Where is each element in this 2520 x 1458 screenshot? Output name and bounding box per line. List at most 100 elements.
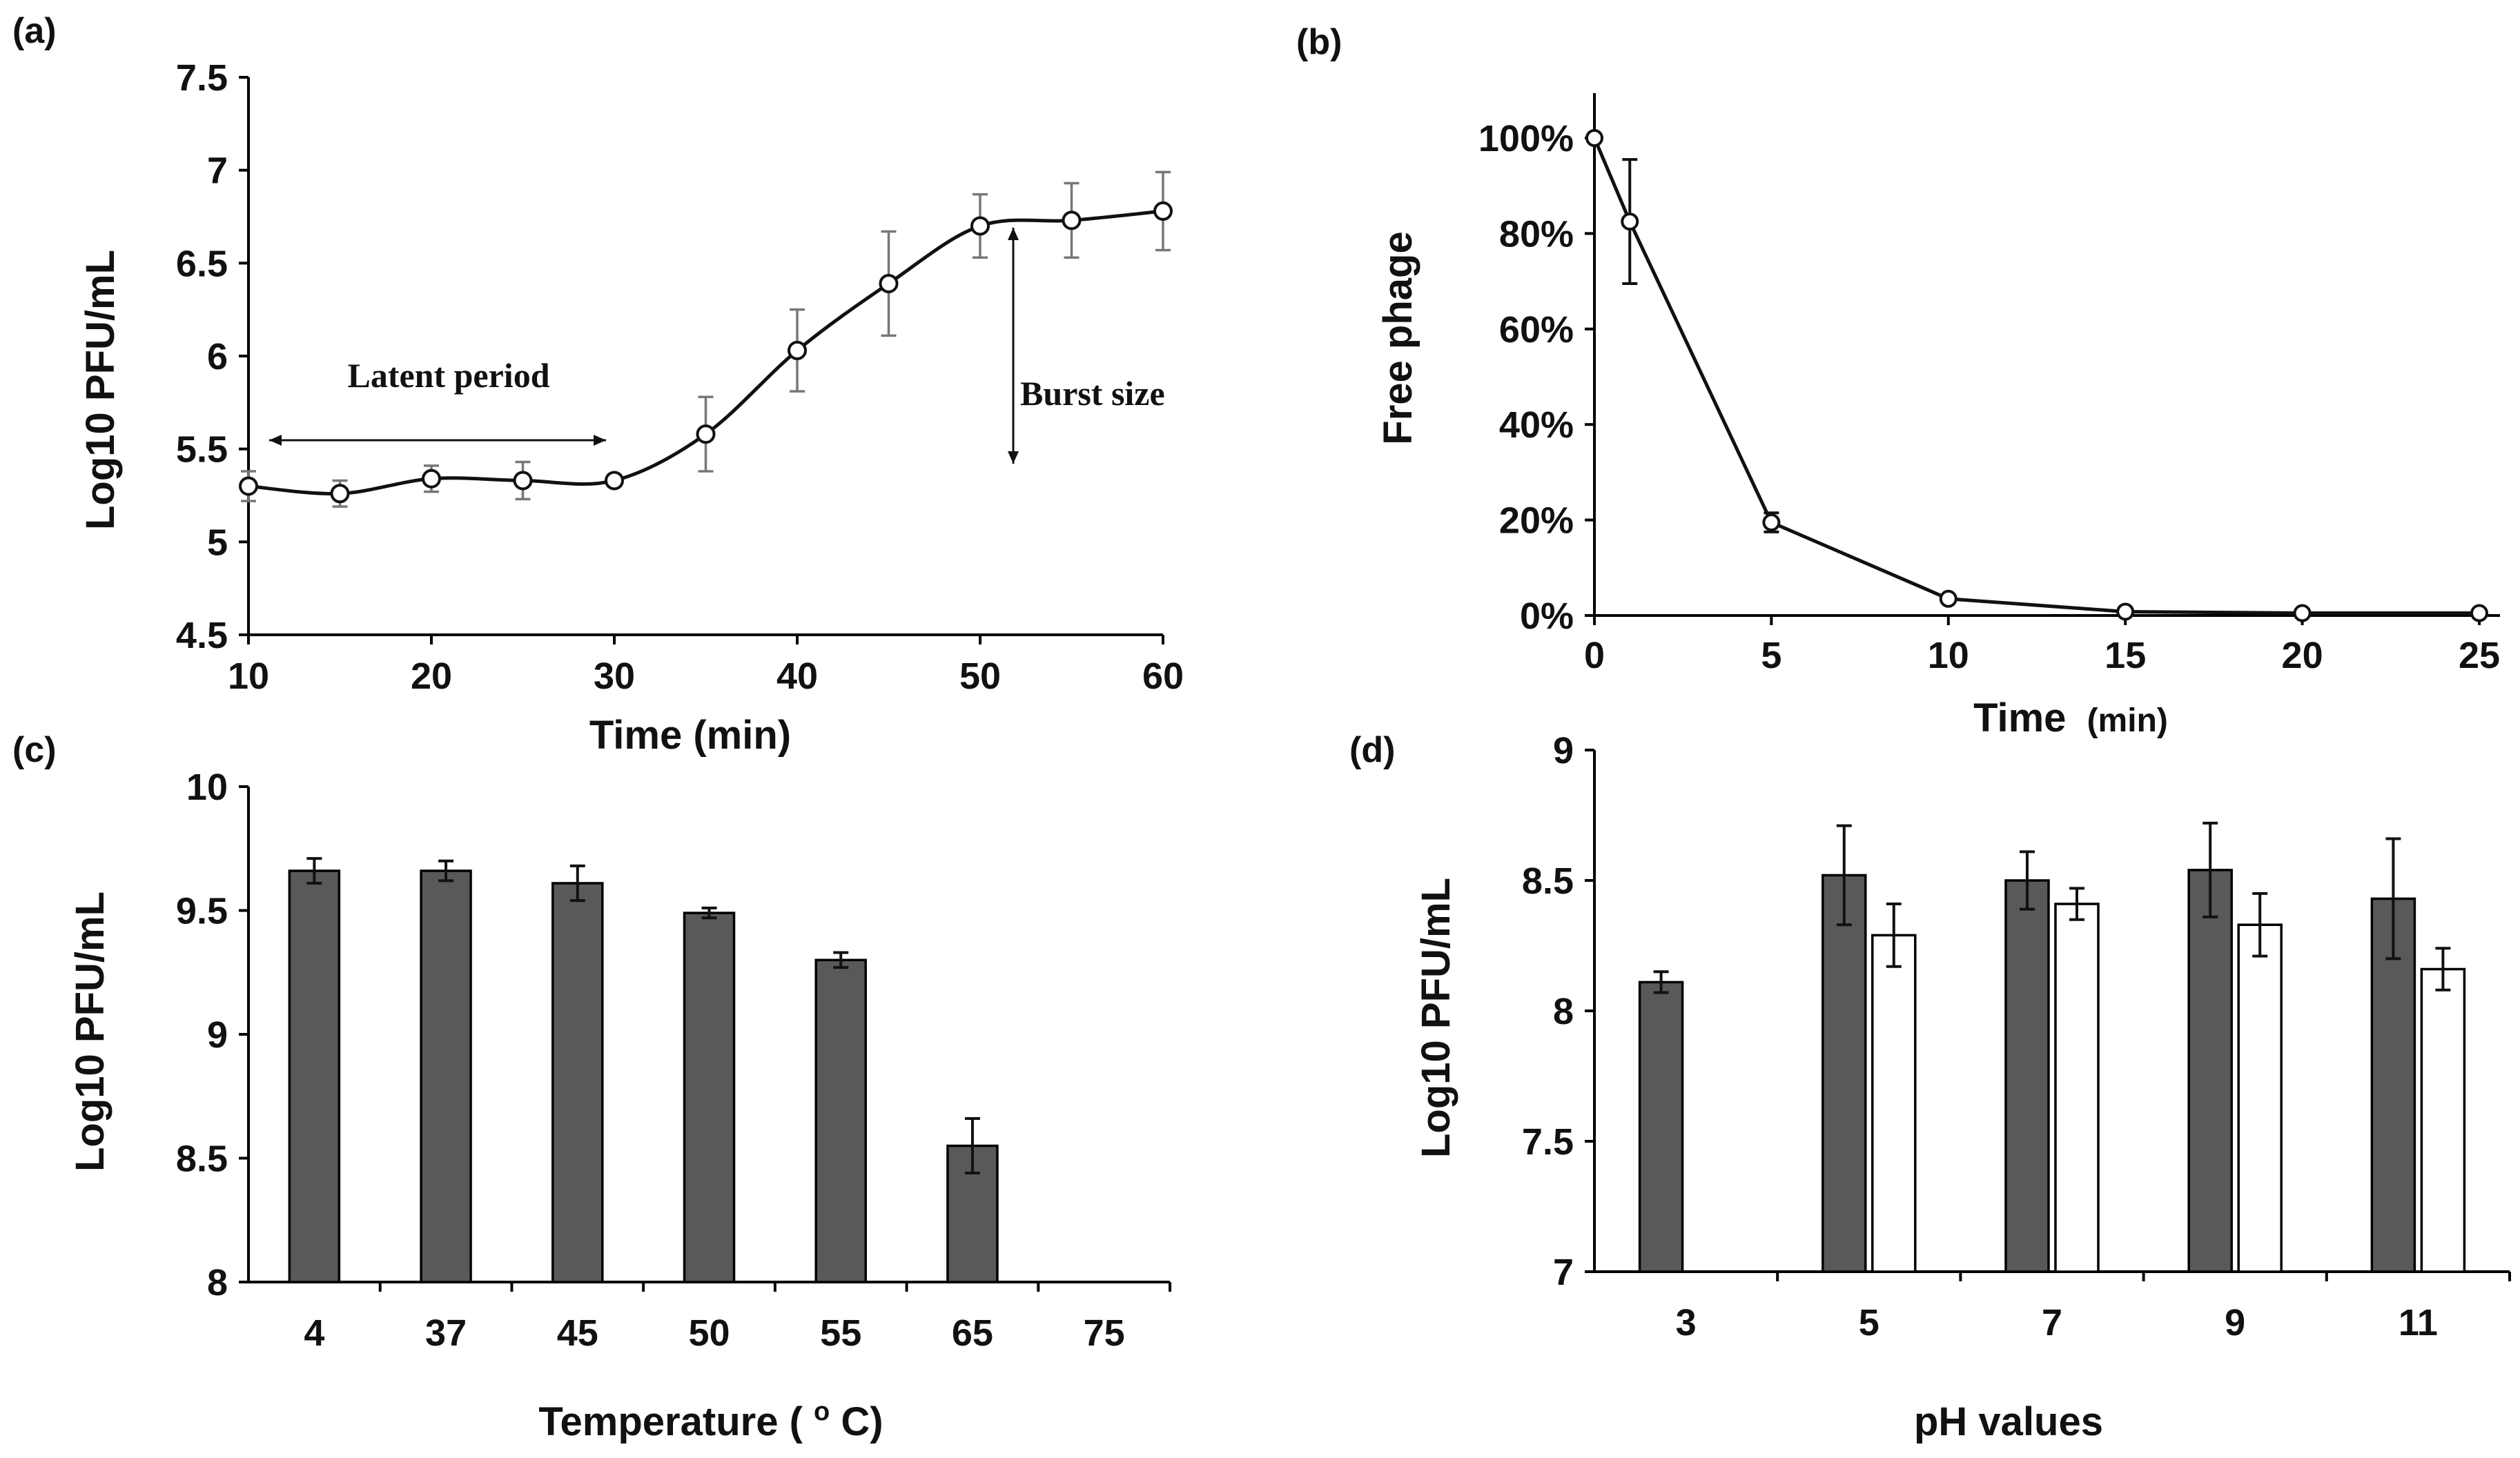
panel-d-bar-white [2237, 923, 2283, 1273]
panel-b-data-point [2116, 602, 2135, 621]
panel-b-x-tick-label: 15 [2104, 635, 2146, 676]
panel-d-category-label: 5 [1859, 1302, 1879, 1343]
panel-d-category-label: 3 [1676, 1302, 1697, 1343]
panel-c-bar [683, 912, 736, 1283]
panel-d-bar-white [1871, 934, 1917, 1273]
panel-b-x-label-unit: (min) [2087, 702, 2168, 739]
panel-c-x-label-sup: o [814, 1397, 830, 1426]
panel-c-bar [420, 869, 472, 1283]
panel-b-data-point [1939, 589, 1957, 608]
panel-a-data-point [788, 340, 807, 360]
panel-a-data-point [696, 424, 716, 444]
panel-c-bar [551, 882, 604, 1283]
panel-b-data-point [1621, 213, 1639, 231]
panel-c-category-label: 4 [304, 1312, 324, 1354]
panel-d-y-tick-label: 7 [1553, 1252, 1574, 1293]
panel-a-axes [239, 76, 1164, 644]
panel-c-category-label: 55 [820, 1312, 861, 1354]
panel-c-thermal-stability: (c) 8 8.5 9 9.5 10 4 37 45 50 55 65 75 Temperature… [12, 730, 1171, 1444]
panel-a-data-point [1062, 210, 1082, 230]
panel-a-y-tick-label: 6.5 [176, 243, 228, 284]
panel-d-bar-dark [1638, 981, 1684, 1273]
panel-b-label: (b) [1296, 22, 1342, 62]
panel-a-data-point [513, 471, 533, 491]
panel-b-y-label: Free phage [1376, 231, 1420, 444]
panel-c-bars [288, 869, 999, 1283]
panel-c-category-label: 37 [425, 1312, 467, 1354]
panel-a-points [239, 201, 1173, 504]
panel-a-y-tick-label: 5.5 [176, 429, 228, 471]
panel-c-bar [814, 958, 867, 1283]
panel-a-y-tick-label: 6 [207, 336, 228, 377]
panel-b-x-tick-label: 20 [2282, 635, 2323, 676]
panel-d-category-label: 7 [2042, 1302, 2062, 1343]
panel-d-bar-white [2420, 967, 2466, 1273]
panel-c-x-label: Temperature ( o C) [538, 1384, 883, 1444]
panel-d-y-tick-label: 8 [1553, 991, 1574, 1032]
burst-arrow-head-bottom [1008, 451, 1019, 464]
panel-c-category-label: 75 [1084, 1312, 1125, 1354]
panel-c-bar [288, 869, 341, 1283]
panel-b-data-point [2470, 604, 2488, 622]
panel-a-x-tick-label: 50 [959, 656, 1001, 697]
panel-d-bar-dark [2370, 897, 2416, 1273]
panel-a-growth-curve: (a) 4.5 5 5.5 6 6.5 7 7.5 10 20 30 40 50 60 Time (m… [12, 11, 1184, 758]
panel-b-adsorption: (b) 0% 20% 40% 60% 80% 100% 0 5 10 15 20 25 Time (… [1296, 22, 2500, 740]
panel-c-y-tick-label: 8.5 [176, 1139, 228, 1180]
panel-b-y-tick-label: 100% [1478, 118, 1574, 159]
panel-d-y-ticks: 7 7.5 8 8.5 9 [1522, 730, 1574, 1293]
panel-a-y-ticks: 4.5 5 5.5 6 6.5 7 7.5 [176, 57, 228, 656]
panel-a-data-point [879, 273, 899, 293]
panel-d-x-ticks: 3 5 7 9 11 [1676, 1302, 2438, 1343]
panel-c-y-tick-label: 8 [207, 1262, 228, 1303]
panel-a-x-tick-label: 10 [228, 656, 269, 697]
panel-c-error-bars [306, 857, 980, 1175]
panel-b-error-bars [1622, 158, 1779, 533]
panel-d-category-label: 11 [2399, 1302, 2438, 1343]
panel-d-axes [1585, 749, 2511, 1281]
panel-a-y-tick-label: 7.5 [176, 57, 228, 99]
panel-d-y-label: Log10 PFU/mL [1414, 878, 1458, 1158]
panel-b-y-tick-label: 40% [1499, 404, 1574, 446]
panel-b-x-tick-label: 10 [1928, 635, 1969, 676]
panel-a-x-tick-label: 30 [594, 656, 635, 697]
panel-b-x-label-main: Time [1973, 696, 2066, 740]
panel-a-x-tick-label: 60 [1142, 656, 1184, 697]
panel-b-x-tick-label: 25 [2459, 635, 2500, 676]
panel-b-y-tick-label: 20% [1499, 500, 1574, 542]
panel-c-x-ticks: 4 37 45 50 55 65 75 [304, 1312, 1124, 1354]
panel-d-category-label: 9 [2225, 1302, 2245, 1343]
panel-a-data-point [239, 476, 258, 496]
panel-b-y-tick-label: 0% [1520, 595, 1574, 637]
panel-b-data-point [1762, 513, 1781, 532]
panel-d-bar-white [2054, 903, 2100, 1273]
panel-c-y-tick-label: 10 [186, 767, 228, 808]
panel-b-data-point [2293, 604, 2312, 622]
panel-b-data-point [1585, 129, 1603, 147]
panel-d-y-tick-label: 9 [1553, 730, 1574, 771]
panel-a-data-point [970, 216, 990, 236]
panel-c-x-label-main: Temperature ( [538, 1399, 803, 1444]
panel-a-y-label: Log10 PFU/mL [78, 250, 123, 530]
panel-b-x-tick-label: 5 [1761, 635, 1781, 676]
panel-b-points [1585, 129, 2488, 622]
panel-a-data-point [422, 469, 441, 489]
panel-d-x-label: pH values [1914, 1399, 2103, 1444]
panel-c-category-label: 65 [952, 1312, 993, 1354]
panel-a-label: (a) [12, 11, 57, 51]
latent-arrow-head-left [269, 435, 282, 446]
panel-d-ph-stability: (d) 7 7.5 8 8.5 9 3 5 7 9 11 pH values Log10 PFU… [1349, 730, 2511, 1444]
panel-c-x-label-end: C) [841, 1399, 883, 1444]
panel-c-category-label: 45 [557, 1312, 598, 1354]
panel-c-y-tick-label: 9 [207, 1014, 228, 1056]
panel-b-y-tick-label: 80% [1499, 213, 1574, 255]
panel-d-label: (d) [1349, 730, 1395, 770]
panel-c-category-label: 50 [688, 1312, 730, 1354]
panel-b-y-tick-label: 60% [1499, 309, 1574, 351]
burst-arrow-head-top [1008, 228, 1019, 240]
panel-a-x-label: Time (min) [589, 713, 791, 758]
panel-d-error-bars [1653, 821, 2451, 994]
panel-b-y-ticks: 0% 20% 40% 60% 80% 100% [1478, 118, 1574, 637]
panel-d-y-tick-label: 8.5 [1522, 860, 1574, 902]
